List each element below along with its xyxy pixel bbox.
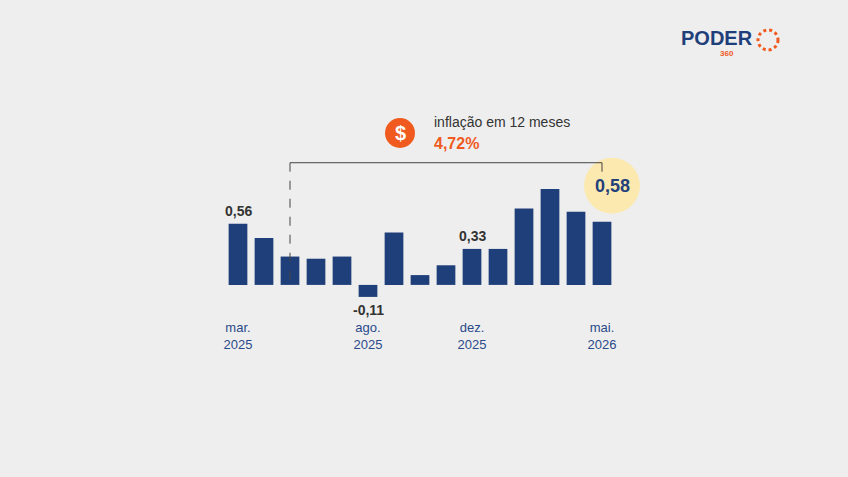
- svg-text:4,72%: 4,72%: [434, 135, 479, 152]
- svg-text:-0,11: -0,11: [353, 302, 384, 318]
- svg-text:0,56: 0,56: [225, 203, 252, 219]
- svg-text:0,33: 0,33: [459, 228, 486, 244]
- svg-text:0,58: 0,58: [595, 176, 630, 196]
- svg-text:mai.2026: mai.2026: [588, 320, 617, 352]
- svg-text:dez.2025: dez.2025: [458, 320, 487, 352]
- svg-text:inflação em 12 meses: inflação em 12 meses: [434, 114, 570, 130]
- svg-text:PODER: PODER: [681, 27, 753, 49]
- svg-text:360: 360: [720, 49, 734, 58]
- svg-text:$: $: [395, 122, 406, 144]
- svg-text:ago.2025: ago.2025: [354, 320, 383, 352]
- svg-text:mar.2025: mar.2025: [224, 320, 253, 352]
